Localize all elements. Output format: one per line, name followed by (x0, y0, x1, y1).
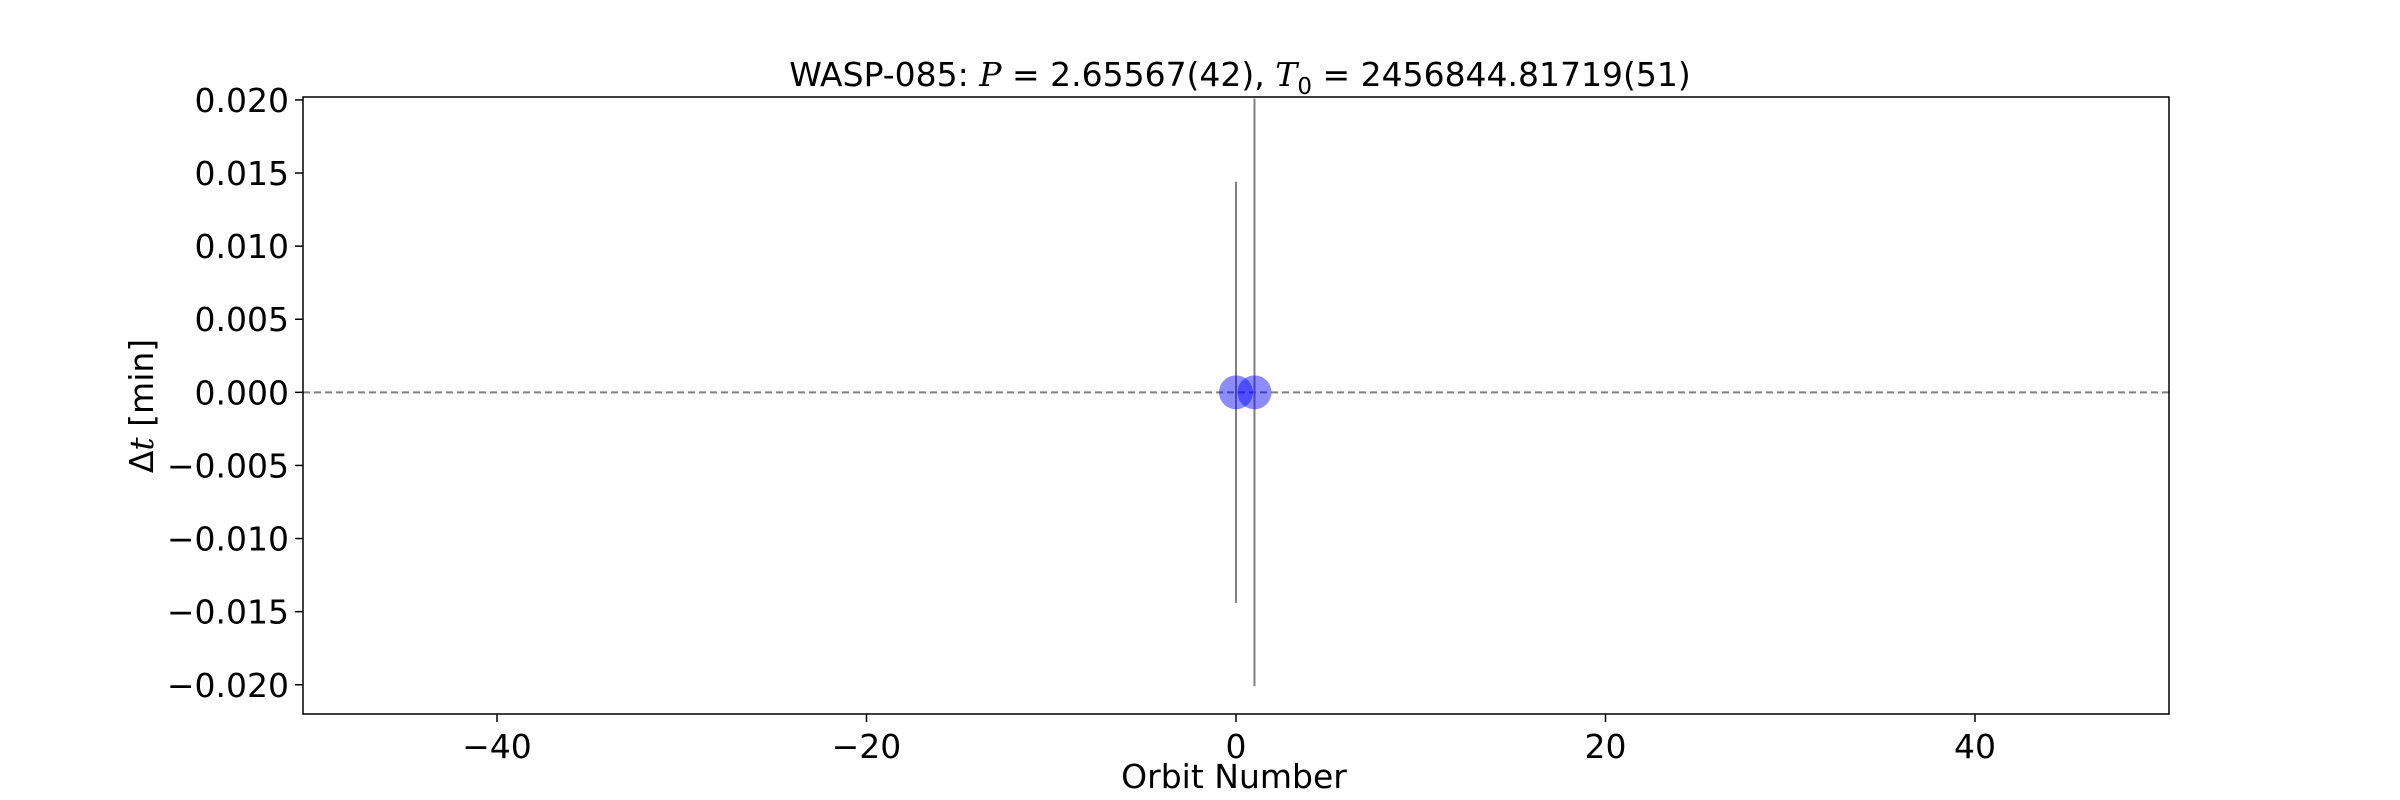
y-tick-label: −0.020 (167, 666, 289, 705)
y-tick-label: 0.020 (195, 81, 289, 120)
y-axis-label: Δt [min] (122, 339, 161, 473)
y-tick-label: 0.010 (195, 227, 289, 266)
data-point (1237, 375, 1272, 410)
x-tick-label: 0 (1226, 727, 1247, 766)
y-tick-label: 0.000 (195, 373, 289, 412)
x-tick-label: 40 (1954, 727, 1996, 766)
chart-title: WASP-085: P = 2.65567(42), T0 = 2456844.… (789, 55, 1691, 100)
x-tick-label: −20 (832, 727, 902, 766)
plot-area (303, 98, 2169, 687)
title-period-value: = 2.65567(42), (1001, 55, 1275, 94)
x-tick-label: −40 (462, 727, 532, 766)
y-tick-label: 0.015 (195, 154, 289, 193)
data-point (1219, 375, 1253, 410)
title-period-symbol: P (978, 55, 1002, 94)
title-epoch-subscript: 0 (1297, 74, 1312, 100)
title-prefix: WASP-085: (789, 55, 979, 94)
y-axis-label-unit: [min] (122, 339, 161, 437)
title-epoch-value: = 2456844.81719(51) (1312, 55, 1691, 94)
y-tick-label: −0.005 (167, 446, 289, 485)
y-tick-label: 0.005 (195, 300, 289, 339)
x-axis-label: Orbit Number (1121, 757, 1347, 796)
x-tick-label: 20 (1585, 727, 1627, 766)
y-axis-ticks: 0.020 0.015 0.010 0.005 0.000 −0.005 −0.010 −0.… (167, 81, 303, 705)
y-axis-label-delta: Δ (122, 450, 161, 473)
title-epoch-symbol: T (1275, 55, 1300, 94)
y-axis-label-symbol: t (122, 437, 161, 451)
y-tick-label: −0.010 (167, 520, 289, 559)
y-tick-label: −0.015 (167, 593, 289, 632)
plot-frame (302, 96, 2170, 715)
x-axis-ticks: −40 −20 0 20 40 (462, 714, 1996, 766)
